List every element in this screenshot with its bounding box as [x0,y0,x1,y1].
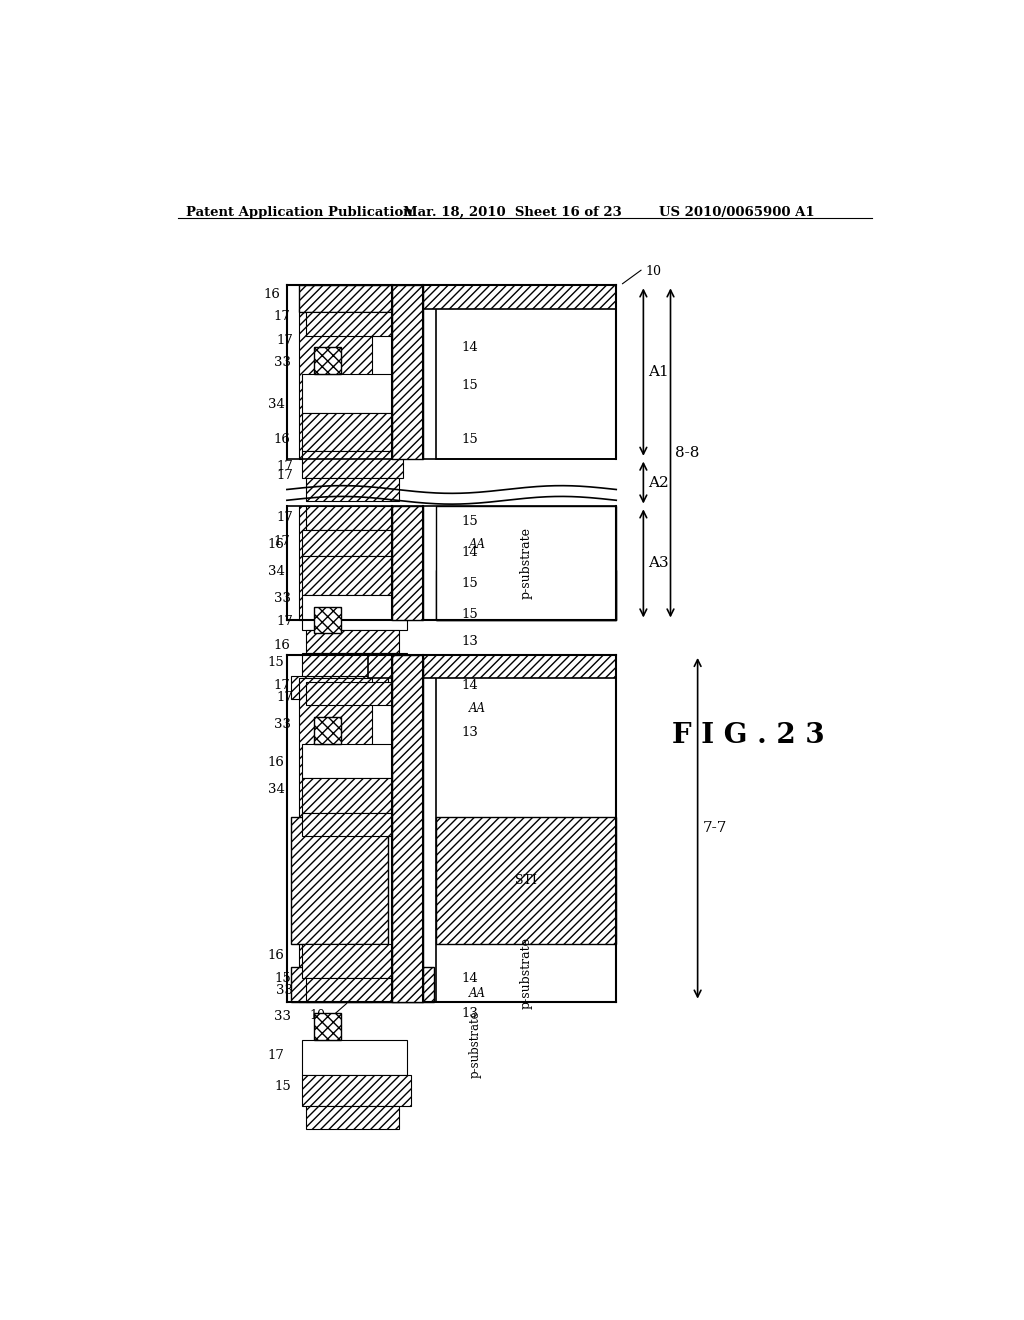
Text: 34: 34 [267,783,285,796]
Bar [299,285,415,313]
Text: Mar. 18, 2010  Sheet 16 of 23: Mar. 18, 2010 Sheet 16 of 23 [403,206,622,219]
Text: 17: 17 [276,334,293,347]
Text: 34: 34 [267,399,285,412]
Text: p-substrate: p-substrate [520,528,532,599]
Text: 14: 14 [461,972,478,985]
Text: A2: A2 [648,475,669,490]
Bar [302,557,411,595]
Text: 15: 15 [461,607,478,620]
Bar [302,374,407,412]
Bar [302,412,411,451]
Text: 14: 14 [461,680,478,693]
Bar [302,743,407,779]
Text: 15: 15 [461,515,478,528]
Bar [302,451,403,478]
Bar [436,285,616,459]
Bar [306,978,399,1002]
Bar [314,347,341,374]
Bar [299,507,372,620]
Bar [291,968,434,1002]
Text: 16: 16 [267,539,285,552]
Text: 17: 17 [273,680,291,693]
Bar [391,655,423,1002]
Text: A1: A1 [648,366,669,379]
Text: AA: AA [469,987,486,1001]
Bar [314,1014,341,1040]
Text: 17: 17 [276,615,293,628]
Text: 15: 15 [461,433,478,446]
Text: 10: 10 [646,265,662,279]
Text: 34: 34 [267,565,285,578]
Bar [306,1106,399,1129]
Text: 7-7: 7-7 [702,821,727,836]
Text: 17: 17 [273,310,291,323]
Text: p-substrate: p-substrate [469,1010,482,1077]
Text: 14: 14 [461,341,478,354]
Text: 15: 15 [274,972,291,985]
Bar [291,676,388,700]
Bar [302,779,411,813]
Bar [314,607,341,634]
Text: 17: 17 [273,535,291,548]
Bar [302,1040,407,1074]
Bar [314,717,341,743]
Bar [436,507,616,620]
Text: 14: 14 [461,546,478,560]
Text: 16: 16 [267,949,285,962]
Text: 15: 15 [268,656,285,669]
Text: 15: 15 [461,379,478,392]
Bar [369,285,616,309]
Text: 13: 13 [461,1007,478,1019]
Bar [302,1074,411,1106]
Text: Patent Application Publication: Patent Application Publication [186,206,413,219]
Bar [436,655,616,1002]
Bar [369,655,616,678]
Bar [306,682,399,705]
Text: 17: 17 [276,469,293,482]
Bar [302,944,411,978]
Text: 15: 15 [274,1080,291,1093]
Bar [302,653,407,676]
Text: 17: 17 [276,511,293,524]
Bar [391,285,423,459]
Text: 16: 16 [273,639,291,652]
Text: 33: 33 [273,356,291,370]
Text: A3: A3 [648,557,669,570]
Text: 8-8: 8-8 [675,446,699,459]
Text: AA: AA [469,539,486,552]
Bar [299,309,372,459]
Bar [291,817,388,944]
Bar [306,478,399,502]
Bar [299,678,372,1002]
Text: 17: 17 [276,690,293,704]
Text: US 2010/0065900 A1: US 2010/0065900 A1 [658,206,814,219]
Text: 33: 33 [276,983,293,997]
Text: 33: 33 [273,593,291,606]
Bar [302,813,407,836]
Text: STI: STI [515,874,538,887]
Bar [436,817,616,944]
Bar [302,529,407,557]
Text: F I G . 2 3: F I G . 2 3 [672,722,824,750]
Text: 13: 13 [461,726,478,739]
Text: 17: 17 [276,459,293,473]
Text: 16: 16 [264,288,281,301]
Bar [302,595,407,630]
Text: 17: 17 [267,1049,285,1063]
Bar [306,630,399,653]
Text: 16: 16 [267,756,285,770]
Text: 33: 33 [273,1010,291,1023]
Text: 10: 10 [309,1008,326,1022]
Bar [436,570,616,620]
Text: 13: 13 [461,635,478,648]
Text: p-substrate: p-substrate [520,937,532,1008]
Bar [306,313,399,335]
Text: AA: AA [469,702,486,715]
Text: 16: 16 [273,433,291,446]
Text: 33: 33 [273,718,291,731]
Bar [306,507,399,529]
Bar [391,507,423,620]
Text: 15: 15 [461,577,478,590]
